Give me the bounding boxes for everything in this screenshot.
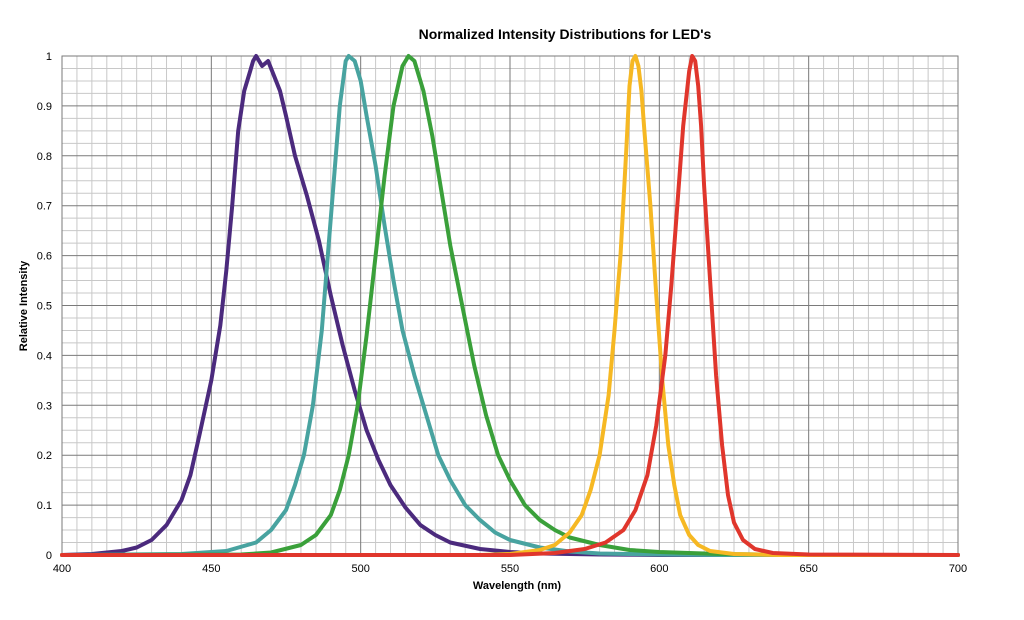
x-tick-label: 400 bbox=[53, 563, 71, 575]
y-tick-label: 0.3 bbox=[37, 400, 52, 412]
series-line-green-led bbox=[60, 54, 960, 557]
y-tick-label: 0.4 bbox=[37, 350, 52, 362]
y-tick-label: 0.9 bbox=[37, 101, 52, 113]
x-tick-label: 550 bbox=[501, 563, 519, 575]
y-tick-label: 0.6 bbox=[37, 251, 52, 263]
y-axis-label: Relative Intensity bbox=[18, 260, 30, 351]
y-tick-label: 0.8 bbox=[37, 151, 52, 163]
chart-title: Normalized Intensity Distributions for L… bbox=[419, 26, 712, 42]
x-tick-label: 450 bbox=[202, 563, 220, 575]
x-axis-label: Wavelength (nm) bbox=[473, 580, 562, 592]
x-tick-label: 700 bbox=[949, 563, 967, 575]
x-tick-labels: 400 450 500 550 600 650 700 bbox=[53, 563, 967, 575]
series-layer bbox=[60, 54, 960, 557]
series-line-red-led bbox=[60, 54, 960, 557]
series-line-violet-led bbox=[60, 54, 960, 557]
y-tick-label: 0.2 bbox=[37, 450, 52, 462]
series-line-cyan-led bbox=[60, 54, 960, 557]
y-tick-label: 0 bbox=[46, 550, 52, 562]
y-tick-label: 0.1 bbox=[37, 500, 52, 512]
y-tick-label: 1 bbox=[46, 51, 52, 63]
x-tick-label: 600 bbox=[650, 563, 668, 575]
x-tick-label: 500 bbox=[351, 563, 369, 575]
y-tick-labels: 0 0.1 0.2 0.3 0.4 0.5 0.6 0.7 0.8 0.9 1 bbox=[37, 51, 52, 562]
y-tick-label: 0.5 bbox=[37, 301, 52, 313]
y-tick-label: 0.7 bbox=[37, 201, 52, 213]
series-line-amber-led bbox=[60, 54, 960, 557]
x-tick-label: 650 bbox=[799, 563, 817, 575]
